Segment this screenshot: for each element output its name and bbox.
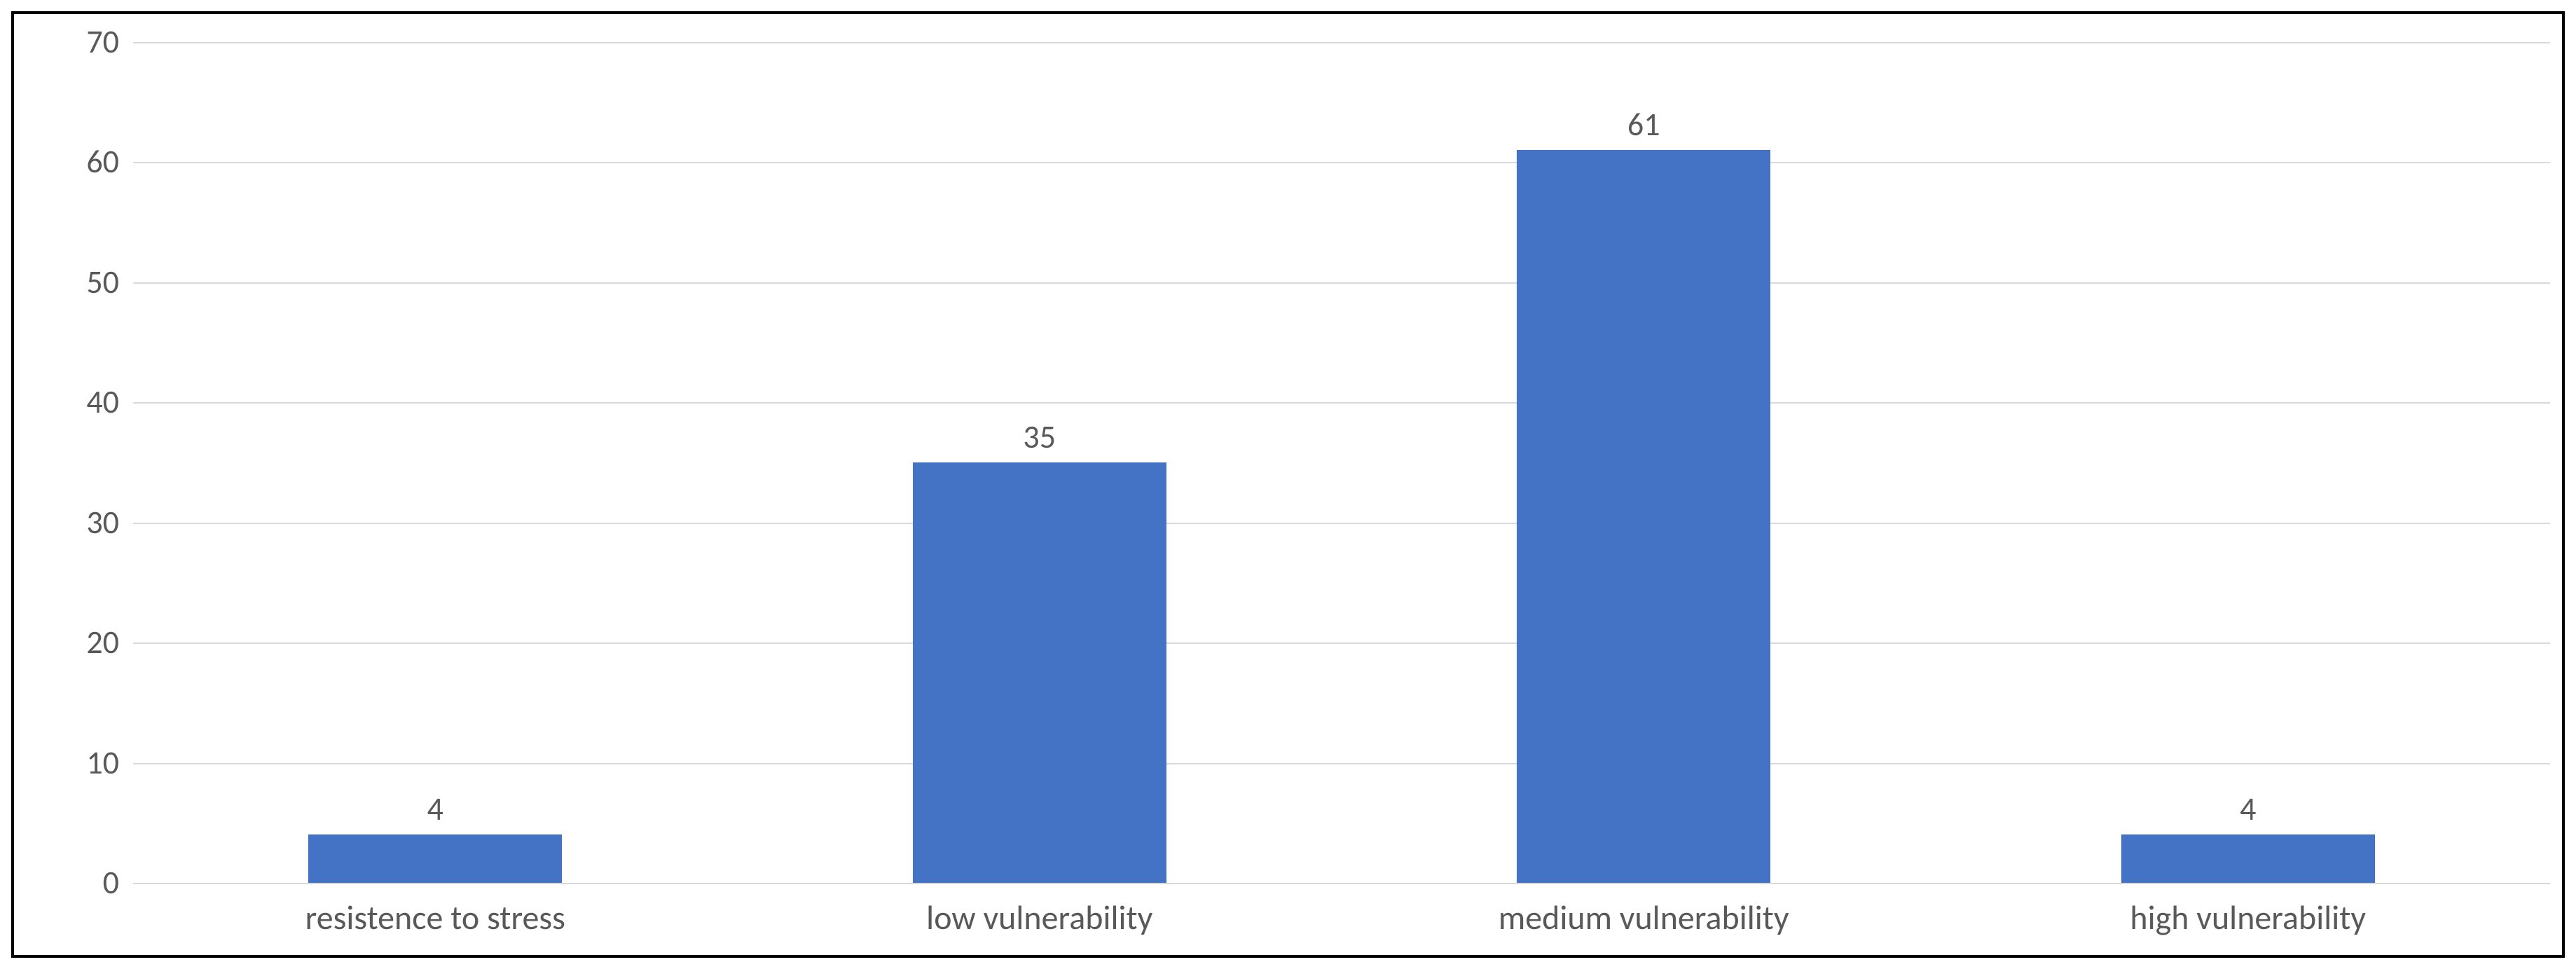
- bar: [913, 462, 1166, 883]
- y-tick-label: 70: [86, 22, 119, 62]
- gridline: [133, 642, 2550, 644]
- x-category-label: resistence to stress: [305, 897, 565, 938]
- bar-value-label: 35: [1023, 418, 1056, 457]
- bar-chart: 0 10 20 30 40 50 60 70 4 resistence to stress 35 lo…: [0, 0, 2576, 969]
- x-category-label: medium vulnerability: [1499, 897, 1789, 938]
- x-category-label: high vulnerability: [2130, 897, 2366, 938]
- bar-value-label: 61: [1627, 105, 1660, 144]
- gridline: [133, 883, 2550, 884]
- bar: [1517, 150, 1770, 883]
- bar-value-label: 4: [2240, 790, 2256, 829]
- bar-value-label: 4: [427, 790, 443, 829]
- gridline: [133, 763, 2550, 764]
- y-tick-label: 30: [86, 503, 119, 542]
- y-tick-label: 0: [103, 863, 119, 902]
- gridline: [133, 402, 2550, 404]
- gridline: [133, 42, 2550, 43]
- y-tick-label: 50: [86, 263, 119, 302]
- gridline: [133, 523, 2550, 524]
- y-tick-label: 40: [86, 383, 119, 422]
- y-tick-label: 20: [86, 623, 119, 662]
- gridline: [133, 162, 2550, 163]
- y-tick-label: 10: [86, 743, 119, 783]
- bar: [2121, 834, 2375, 883]
- gridline: [133, 282, 2550, 284]
- bar: [308, 834, 562, 883]
- y-tick-label: 60: [86, 142, 119, 181]
- x-category-label: low vulnerability: [926, 897, 1152, 938]
- plot-area: [133, 42, 2550, 883]
